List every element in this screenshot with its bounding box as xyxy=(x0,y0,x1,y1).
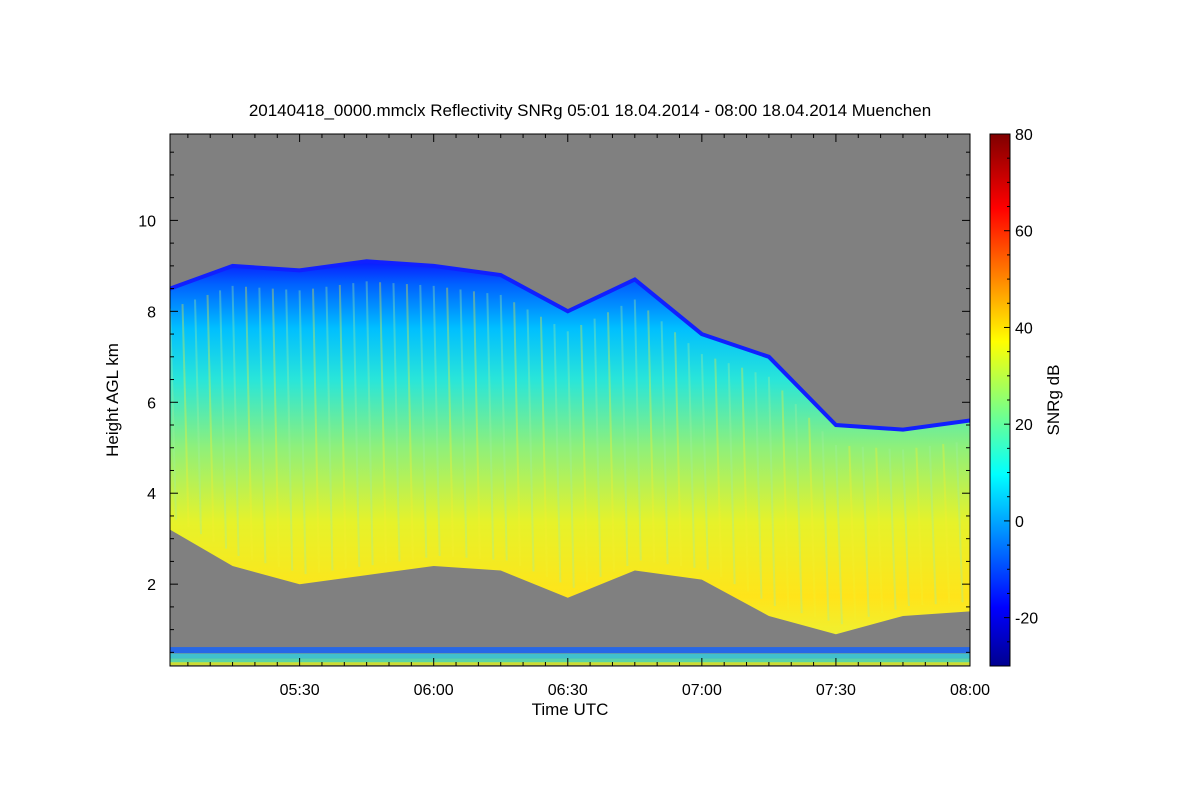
cloud-streak xyxy=(405,284,414,560)
cloud-streak xyxy=(446,287,455,557)
colorbar-title: SNRg dB xyxy=(1044,365,1063,436)
cloud-streak xyxy=(231,285,240,556)
colorbar-tick-label: 40 xyxy=(1015,320,1033,337)
cloud-streak xyxy=(338,284,347,569)
x-axis-title: Time UTC xyxy=(532,700,609,719)
cloud-streak xyxy=(861,446,870,617)
colorbar: -20 0 20 40 60 80 SNRg dB xyxy=(989,127,1063,667)
plot-frame xyxy=(169,133,971,667)
x-tick-label: 05:30 xyxy=(280,682,320,699)
cloud-streak xyxy=(258,287,267,564)
cloud-streak xyxy=(781,390,790,610)
cloud-streak xyxy=(687,343,696,568)
plot-area xyxy=(170,134,970,666)
cloud-streak xyxy=(194,299,203,535)
colorbar-tick-label: 20 xyxy=(1015,417,1033,434)
cloud-streak xyxy=(767,376,776,607)
cloud-streak xyxy=(741,367,750,592)
cloud-streak xyxy=(472,291,481,559)
colorbar-ticks: -20 0 20 40 60 80 xyxy=(1004,127,1038,667)
cloud-streaks xyxy=(170,281,964,625)
colorbar-tick-label: -20 xyxy=(1015,611,1038,628)
cloud-streak xyxy=(419,284,428,558)
x-axis: 05:30 06:00 06:30 07:00 07:30 08:00 xyxy=(187,134,990,699)
colorbar-tick-label: 80 xyxy=(1015,127,1033,144)
clutter-band xyxy=(170,658,970,663)
cloud-streak xyxy=(834,444,843,625)
cloud-streak xyxy=(526,309,535,572)
colorbar-tick-label: 60 xyxy=(1015,224,1033,241)
cloud-streak xyxy=(955,442,964,603)
cloud-streak xyxy=(181,304,190,527)
cloud-streak xyxy=(942,444,951,604)
ground-clutter xyxy=(170,647,970,666)
clutter-band xyxy=(170,647,970,654)
clutter-band xyxy=(170,653,970,659)
cloud-streak xyxy=(928,445,937,605)
cloud-streak xyxy=(432,285,441,556)
cloud-streak xyxy=(915,447,924,606)
y-axis: 2 4 6 8 10 xyxy=(138,151,970,653)
cloud-streak xyxy=(580,324,589,583)
cloud-streak xyxy=(848,445,857,621)
cloud-streak xyxy=(620,305,629,566)
cloud-streak xyxy=(754,372,763,599)
cloud-streak xyxy=(647,310,656,563)
cloud-streak xyxy=(365,281,374,566)
x-tick-label: 07:30 xyxy=(816,682,856,699)
y-tick-label: 10 xyxy=(138,213,156,230)
cloud-streak xyxy=(392,283,401,562)
cloud-streak xyxy=(539,316,548,577)
cloud-region xyxy=(170,261,970,635)
cloud-streak xyxy=(170,308,177,520)
cloud-streak xyxy=(888,448,897,610)
cloud-streak xyxy=(700,354,709,570)
cloud-streak xyxy=(459,289,468,558)
cloud-streak xyxy=(821,431,830,621)
y-tick-label: 8 xyxy=(147,304,156,321)
y-tick-label: 2 xyxy=(147,577,156,594)
chart-title: 20140418_0000.mmclx Reflectivity SNRg 05… xyxy=(249,101,931,120)
cloud-streak xyxy=(325,286,334,571)
cloud-streak xyxy=(606,312,615,572)
x-tick-label: 06:30 xyxy=(548,682,588,699)
cloud-streak xyxy=(206,294,215,542)
x-tick-label: 06:00 xyxy=(414,682,454,699)
cloud-streak xyxy=(566,331,575,588)
cloud-streak xyxy=(901,449,910,607)
cloud-streak xyxy=(714,358,723,577)
cloud-streak xyxy=(727,363,736,585)
x-tick-label: 08:00 xyxy=(950,682,990,699)
cloud-streak xyxy=(808,417,817,617)
y-axis-title: Height AGL km xyxy=(103,343,122,457)
colorbar-tick-label: 0 xyxy=(1015,514,1024,531)
cloud-streak xyxy=(593,318,602,577)
cloud-streak xyxy=(244,286,253,560)
cloud-streak xyxy=(271,288,280,567)
cloud-streak xyxy=(379,282,388,564)
cloud-streak xyxy=(219,290,228,549)
cloud-streak xyxy=(633,299,642,561)
cloud-streak xyxy=(499,294,508,561)
y-tick-label: 4 xyxy=(147,486,156,503)
y-tick-label: 6 xyxy=(147,395,156,412)
cloud-streak xyxy=(486,293,495,560)
clutter-band xyxy=(170,662,970,666)
cloud-streak xyxy=(674,332,683,566)
cloud-streak xyxy=(285,289,294,571)
cloud-streak xyxy=(298,290,307,575)
cloud-streak xyxy=(513,302,522,566)
cloud-streak xyxy=(794,404,803,614)
cloud-streak xyxy=(352,283,361,567)
cloud-streak xyxy=(875,447,884,614)
cloud-streak xyxy=(660,321,669,565)
cloud-top-edge xyxy=(170,259,970,432)
cloud-streak xyxy=(553,324,562,583)
cloud-streak xyxy=(312,288,321,573)
x-tick-label: 07:00 xyxy=(682,682,722,699)
